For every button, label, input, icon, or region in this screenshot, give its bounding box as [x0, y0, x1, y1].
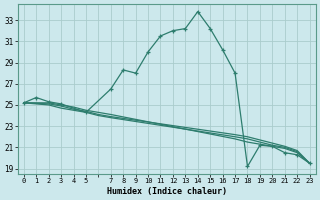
X-axis label: Humidex (Indice chaleur): Humidex (Indice chaleur) — [107, 187, 227, 196]
